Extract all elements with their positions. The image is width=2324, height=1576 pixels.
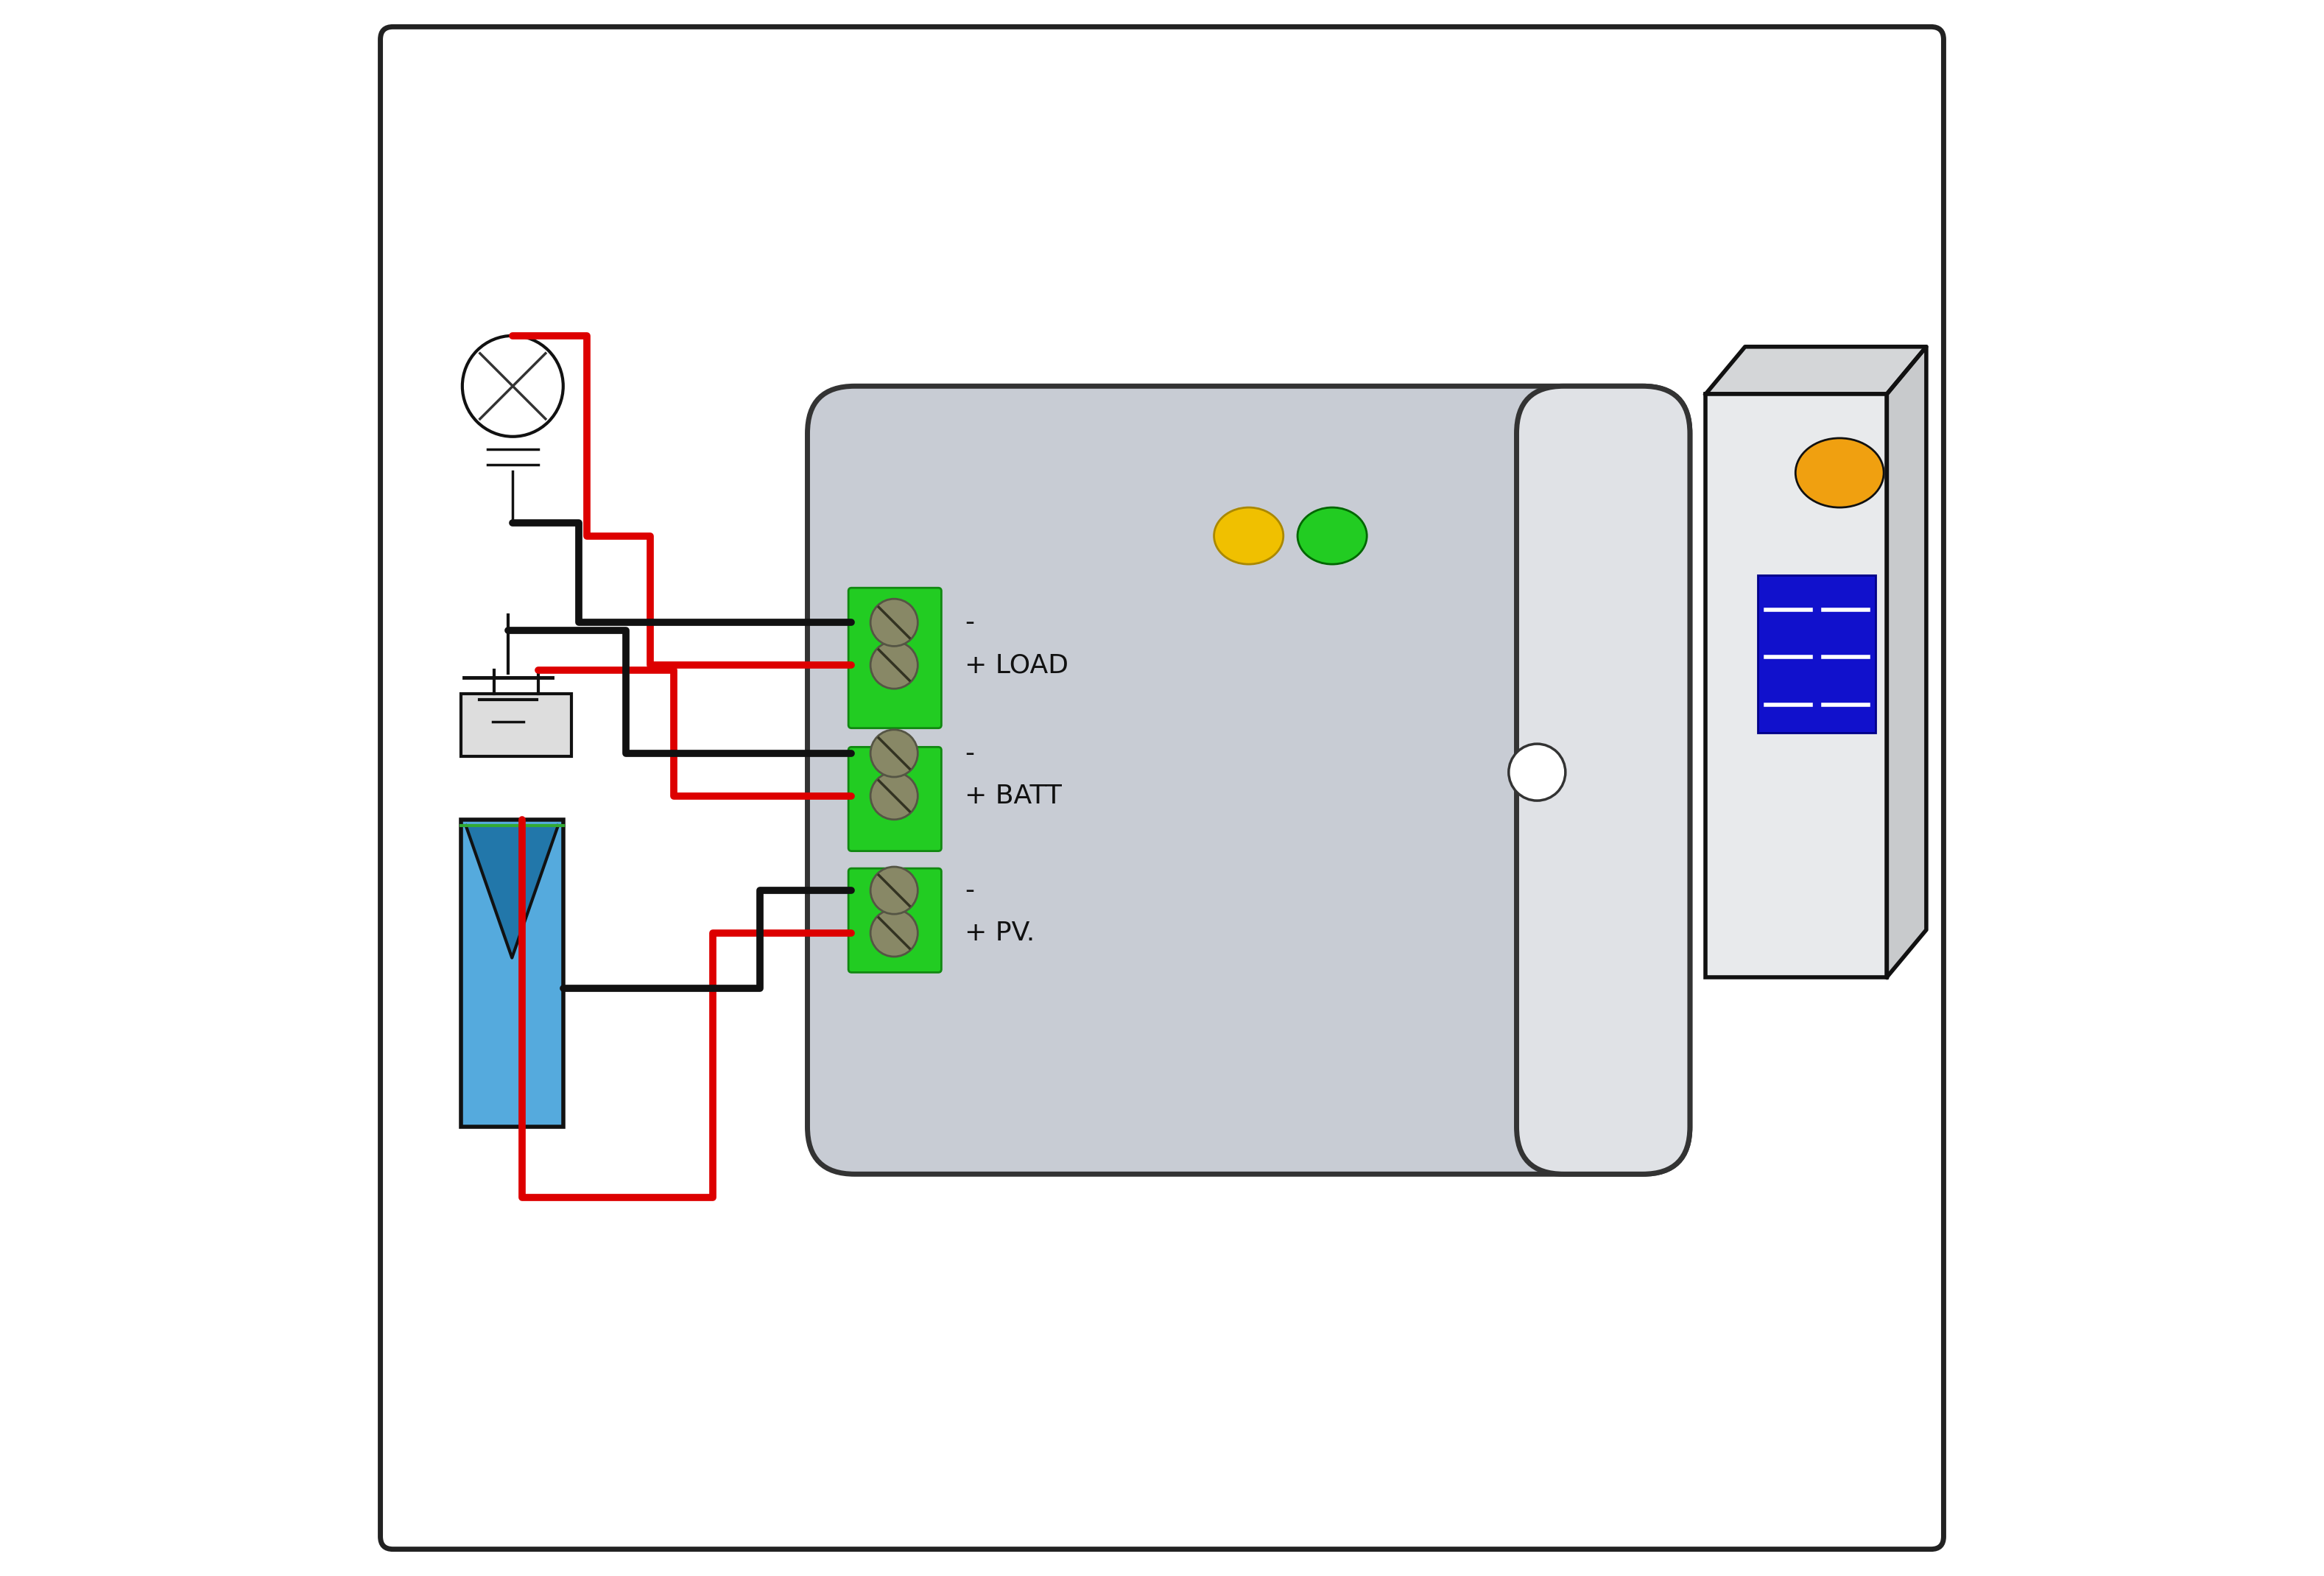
Circle shape — [872, 730, 918, 777]
Polygon shape — [465, 826, 558, 958]
FancyBboxPatch shape — [848, 868, 941, 972]
Circle shape — [872, 599, 918, 646]
Polygon shape — [1706, 347, 1927, 394]
Circle shape — [1508, 744, 1566, 801]
Text: -: - — [964, 741, 974, 766]
Circle shape — [872, 867, 918, 914]
FancyBboxPatch shape — [848, 588, 941, 728]
Text: -: - — [964, 610, 974, 635]
FancyBboxPatch shape — [1518, 386, 1690, 1174]
FancyBboxPatch shape — [460, 693, 572, 756]
Ellipse shape — [1297, 507, 1367, 564]
FancyBboxPatch shape — [1706, 394, 1887, 977]
Circle shape — [872, 641, 918, 689]
FancyBboxPatch shape — [460, 820, 562, 1127]
Polygon shape — [1887, 347, 1927, 977]
Circle shape — [872, 909, 918, 957]
Circle shape — [462, 336, 562, 437]
Ellipse shape — [1213, 507, 1283, 564]
Text: + PV.: + PV. — [964, 920, 1034, 946]
FancyBboxPatch shape — [806, 386, 1690, 1174]
FancyBboxPatch shape — [848, 747, 941, 851]
Text: -: - — [964, 878, 974, 903]
FancyBboxPatch shape — [381, 27, 1943, 1549]
Text: + BATT: + BATT — [964, 783, 1062, 808]
Circle shape — [872, 772, 918, 820]
Text: + LOAD: + LOAD — [964, 652, 1069, 678]
FancyBboxPatch shape — [1757, 575, 1875, 733]
Ellipse shape — [1796, 438, 1885, 507]
